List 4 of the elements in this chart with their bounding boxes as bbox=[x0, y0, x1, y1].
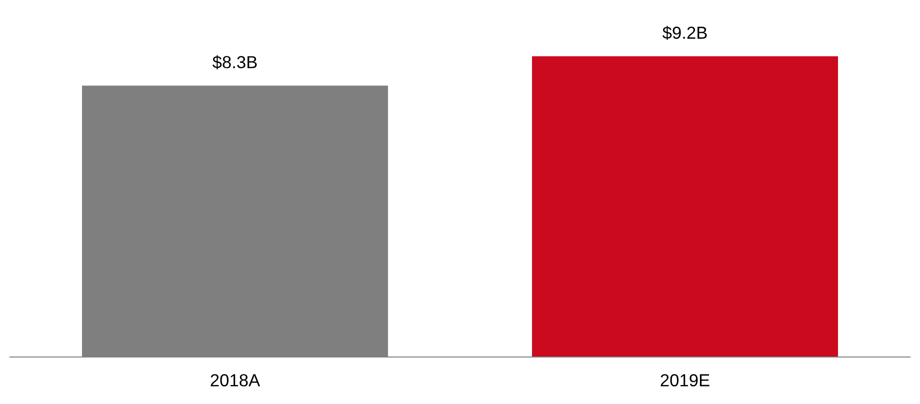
data-label: $9.2B bbox=[662, 26, 707, 40]
x-tick-label: 2019E bbox=[660, 374, 710, 386]
data-label: $8.3B bbox=[212, 55, 257, 70]
x-tick-label: 2018A bbox=[210, 374, 260, 386]
